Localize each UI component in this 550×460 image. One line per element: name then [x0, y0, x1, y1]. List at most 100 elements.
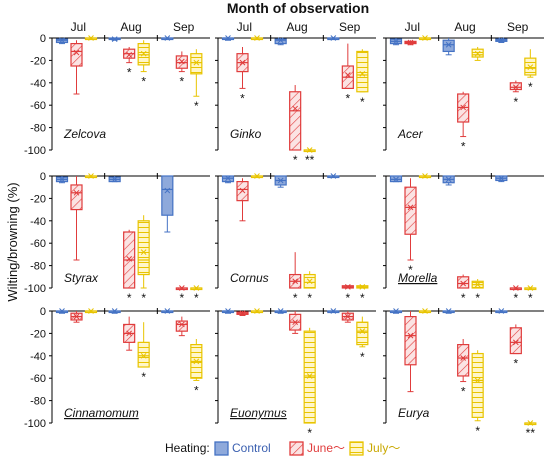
y-tick-label: -80	[30, 396, 46, 408]
y-tick-label: -40	[30, 216, 46, 228]
mean-marker	[254, 35, 260, 41]
significance-mark: *	[360, 291, 365, 305]
box-control	[274, 308, 287, 314]
panel-styrax: 0 -20 -40 -60 -80 -100 Styrax * * * *	[24, 171, 210, 305]
box-control	[389, 308, 403, 314]
box-july: *	[137, 40, 150, 89]
mean-marker	[277, 177, 284, 184]
panel-euonymus: Euonymus * *	[215, 308, 376, 440]
mean-marker	[292, 278, 299, 285]
mean-marker	[460, 104, 467, 111]
significance-mark: *	[513, 95, 518, 109]
box-body	[356, 321, 369, 346]
box-body	[70, 184, 83, 211]
mean-marker	[527, 420, 534, 426]
mean-marker	[164, 308, 171, 314]
mean-marker	[344, 313, 351, 320]
box-june	[175, 316, 188, 337]
box-july	[418, 173, 432, 179]
y-tick-label: -60	[30, 238, 46, 250]
box-july: *	[190, 339, 203, 397]
box-june: *	[341, 43, 354, 105]
box-control	[161, 175, 174, 233]
significance-mark: *	[360, 350, 365, 364]
mean-marker	[88, 35, 94, 41]
significance-mark: *	[360, 95, 365, 109]
mean-marker	[140, 352, 147, 359]
box-control	[221, 308, 235, 314]
y-tick-label: -100	[24, 145, 46, 157]
significance-mark: *	[461, 140, 466, 154]
box-control	[442, 308, 455, 314]
mean-marker	[88, 308, 94, 314]
box-july	[418, 35, 432, 41]
legend-label-july: July～	[367, 441, 400, 455]
species-label: Ginko	[230, 127, 262, 141]
significance-mark: *	[475, 291, 480, 305]
mean-marker	[330, 173, 337, 179]
box-july	[250, 173, 264, 179]
panel-eurya: Eurya*****	[383, 308, 544, 440]
y-tick-label: -100	[24, 418, 46, 430]
mean-marker	[407, 332, 414, 339]
mean-marker	[111, 308, 118, 314]
box-control	[389, 38, 403, 46]
mean-marker	[126, 330, 133, 337]
box-control	[108, 36, 121, 42]
month-label: Aug	[120, 20, 141, 34]
box-body	[356, 50, 369, 93]
box-july: *	[303, 327, 316, 440]
mean-marker	[306, 373, 313, 379]
mean-marker	[193, 59, 200, 66]
mean-marker	[140, 249, 147, 256]
species-label: Zelcova	[63, 127, 106, 141]
box-june: *	[175, 285, 188, 305]
mean-marker	[498, 308, 505, 314]
mean-marker	[178, 285, 185, 291]
legend-swatch-july	[349, 441, 364, 456]
box-july	[84, 173, 98, 179]
mean-marker	[512, 84, 519, 91]
mean-marker	[359, 284, 366, 290]
box-body	[289, 91, 302, 151]
panel-cinnamomum: 0 -20 -40 -60 -80 -100 Cinnamomum * *	[24, 306, 210, 430]
legend-swatch-june	[289, 441, 304, 456]
mean-marker	[225, 175, 231, 182]
box-july	[84, 308, 98, 314]
box-june: *	[457, 339, 470, 399]
box-july: *	[356, 49, 369, 109]
mean-marker	[460, 355, 467, 361]
y-tick-label: -80	[30, 123, 46, 135]
box-july: **	[524, 420, 537, 440]
box-june: *	[175, 51, 188, 89]
mean-marker	[88, 173, 94, 179]
box-control	[495, 308, 508, 314]
box-july: **	[303, 147, 316, 167]
mean-marker	[359, 70, 366, 77]
y-tick-label: -60	[30, 100, 46, 112]
mean-marker	[59, 176, 65, 183]
box-control	[108, 308, 121, 314]
box-july: *	[190, 285, 203, 305]
box-control	[108, 176, 121, 183]
box-body	[471, 352, 484, 418]
box-june	[236, 310, 249, 317]
y-tick-label: 0	[40, 171, 46, 183]
mean-marker	[460, 280, 467, 287]
significance-mark: *	[293, 153, 298, 167]
significance-mark: *	[127, 66, 132, 80]
mean-marker	[512, 339, 519, 346]
month-label: Jul	[71, 20, 86, 34]
box-control	[389, 175, 403, 183]
mean-marker	[111, 36, 118, 42]
significance-mark: *	[307, 291, 312, 305]
mean-marker	[73, 49, 80, 56]
mean-marker	[239, 187, 246, 194]
species-label: Styrax	[64, 271, 99, 285]
significance-mark: *	[345, 291, 350, 305]
box-july: *	[356, 284, 369, 305]
box-body	[457, 276, 470, 289]
mean-marker	[498, 175, 505, 182]
